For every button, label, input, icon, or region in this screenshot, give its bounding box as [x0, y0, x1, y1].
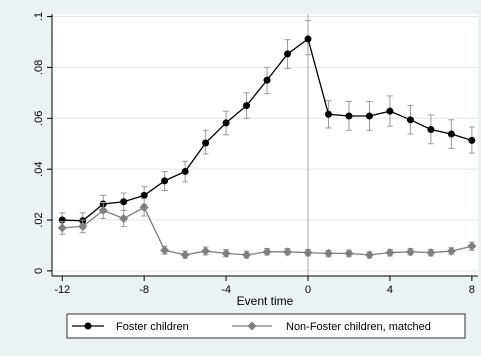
series-0-point-7	[202, 139, 210, 147]
series-1-point-14	[344, 248, 354, 258]
series-1-point-19	[446, 246, 456, 256]
y-tick-label-2: .04	[33, 162, 45, 177]
series-1-point-20	[467, 241, 477, 251]
series-1-point-7	[201, 246, 211, 256]
series-1-point-11	[283, 247, 293, 257]
series-0-point-17	[406, 116, 414, 124]
y-tick-label-4: .08	[33, 60, 45, 75]
legend: Foster children Non-Foster children, mat…	[66, 313, 466, 339]
series-0-point-19	[447, 130, 455, 138]
series-1-point-2	[98, 205, 108, 215]
series-1-point-16	[385, 248, 395, 258]
x-tick-label-3: 0	[305, 284, 311, 296]
series-1-point-10	[262, 247, 272, 257]
series-0-point-11	[284, 50, 292, 58]
x-axis-title: Event time	[237, 294, 294, 308]
series-layer	[57, 20, 477, 260]
series-0-point-10	[263, 76, 271, 84]
x-tick-label-5: 8	[469, 284, 475, 296]
series-1-point-1	[78, 221, 88, 231]
series-1	[57, 198, 477, 260]
series-1-point-12	[303, 248, 313, 258]
x-tick-label-2: -4	[221, 284, 231, 296]
legend-marker-foster	[84, 322, 92, 330]
series-1-point-17	[405, 247, 415, 257]
series-1-point-15	[364, 250, 374, 260]
series-1-point-6	[180, 250, 190, 260]
series-0-point-4	[140, 191, 148, 199]
series-1-point-3	[119, 214, 129, 224]
series-0-point-9	[243, 102, 251, 110]
legend-marker-nonfoster	[247, 321, 257, 331]
series-0-point-6	[181, 167, 189, 175]
series-0-point-3	[120, 198, 128, 206]
series-0-point-20	[468, 136, 476, 144]
series-1-point-8	[221, 248, 231, 258]
x-tick-label-1: -8	[139, 284, 149, 296]
series-1-point-5	[160, 245, 170, 255]
series-0-point-18	[427, 125, 435, 133]
x-axis-ticks: -12 -8 -4 0 4 8	[54, 276, 475, 296]
legend-label-nonfoster: Non-Foster children, matched	[286, 321, 431, 333]
y-tick-label-5: .1	[33, 12, 45, 21]
y-axis-ticks: 0 .02 .04 .06 .08 .1	[33, 12, 52, 274]
series-0-point-8	[222, 119, 230, 127]
series-1-point-9	[242, 250, 252, 260]
series-1-point-18	[426, 248, 436, 258]
legend-label-foster: Foster children	[116, 321, 189, 333]
series-0-point-13	[324, 110, 332, 118]
series-0-point-5	[161, 177, 169, 185]
plot-area	[52, 14, 478, 276]
series-1-point-0	[57, 223, 67, 233]
series-0-point-15	[365, 112, 373, 120]
y-tick-label-1: .02	[33, 212, 45, 227]
x-tick-label-4: 4	[387, 284, 393, 296]
series-1-point-13	[323, 248, 333, 258]
y-tick-label-3: .06	[33, 111, 45, 126]
series-0-point-14	[345, 112, 353, 120]
x-tick-label-0: -12	[54, 284, 70, 296]
y-tick-label-0: 0	[33, 268, 45, 274]
series-0-point-16	[386, 107, 394, 115]
series-1-point-4	[139, 202, 149, 212]
series-0-point-12	[304, 35, 312, 43]
